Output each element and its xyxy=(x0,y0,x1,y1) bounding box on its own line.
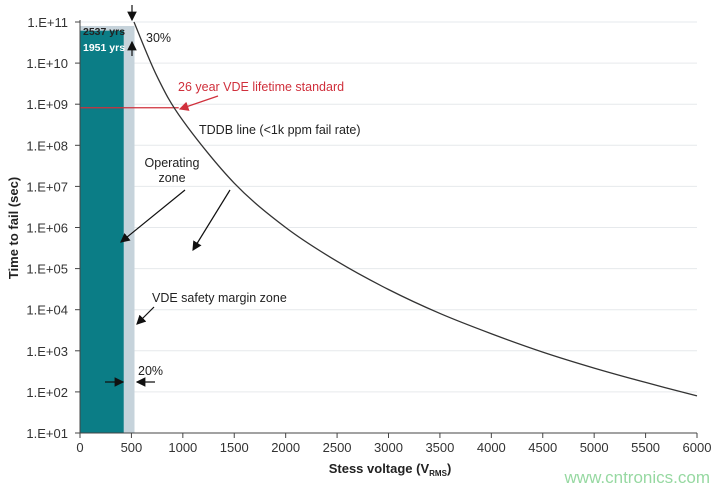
watermark: www.cntronics.com xyxy=(564,468,710,487)
x-tick-label: 2500 xyxy=(323,440,352,455)
x-tick-label: 3500 xyxy=(425,440,454,455)
y-tick-label: 1.E+08 xyxy=(26,138,68,153)
x-tick-label: 1500 xyxy=(220,440,249,455)
x-tick-label: 5500 xyxy=(631,440,660,455)
y-tick-label: 1.E+05 xyxy=(26,262,68,277)
safety-zone-label: VDE safety margin zone xyxy=(152,291,287,305)
x-tick-label: 4000 xyxy=(477,440,506,455)
x-tick-label: 1000 xyxy=(168,440,197,455)
x-tick-label: 0 xyxy=(76,440,83,455)
zone-label-2537: 2537 yrs xyxy=(83,26,125,38)
tddb-arrow xyxy=(192,189,231,252)
y-tick-label: 1.E+04 xyxy=(26,303,68,318)
operating-zone-label: Operating zone xyxy=(145,156,200,185)
zone-label-1951: 1951 yrs xyxy=(83,42,125,54)
y-tick-label: 1.E+10 xyxy=(26,56,68,71)
x-tick-label: 3000 xyxy=(374,440,403,455)
x-tick-label: 500 xyxy=(121,440,143,455)
x-tick-label: 4500 xyxy=(528,440,557,455)
operating-zone-arrow xyxy=(120,189,186,243)
x-tick-label: 2000 xyxy=(271,440,300,455)
reference-line-label: 26 year VDE lifetime standard xyxy=(178,80,344,94)
y-tick-label: 1.E+11 xyxy=(27,15,68,30)
x-tick-label: 6000 xyxy=(683,440,712,455)
y-tick-label: 1.E+02 xyxy=(26,385,68,400)
x-axis-label: Stess voltage (VRMS) xyxy=(329,461,452,478)
y-tick-label: 1.E+03 xyxy=(26,344,68,359)
top-margin-label: 30% xyxy=(146,31,171,45)
bottom-margin-label: 20% xyxy=(138,364,163,378)
tddb-line xyxy=(133,21,698,397)
y-tick-label: 1.E+09 xyxy=(26,97,68,112)
safety-zone-arrow xyxy=(136,306,155,325)
y-tick-label: 1.E+07 xyxy=(26,179,68,194)
operating-zone-bar xyxy=(80,30,124,433)
y-tick-label: 1.E+06 xyxy=(26,221,68,236)
x-tick-label: 5000 xyxy=(580,440,609,455)
y-tick-label: 1.E+01 xyxy=(26,426,68,441)
y-axis-label: Time to fail (sec) xyxy=(6,177,21,279)
reference-arrow xyxy=(178,95,219,111)
series-label: TDDB line (<1k ppm fail rate) xyxy=(199,123,361,137)
